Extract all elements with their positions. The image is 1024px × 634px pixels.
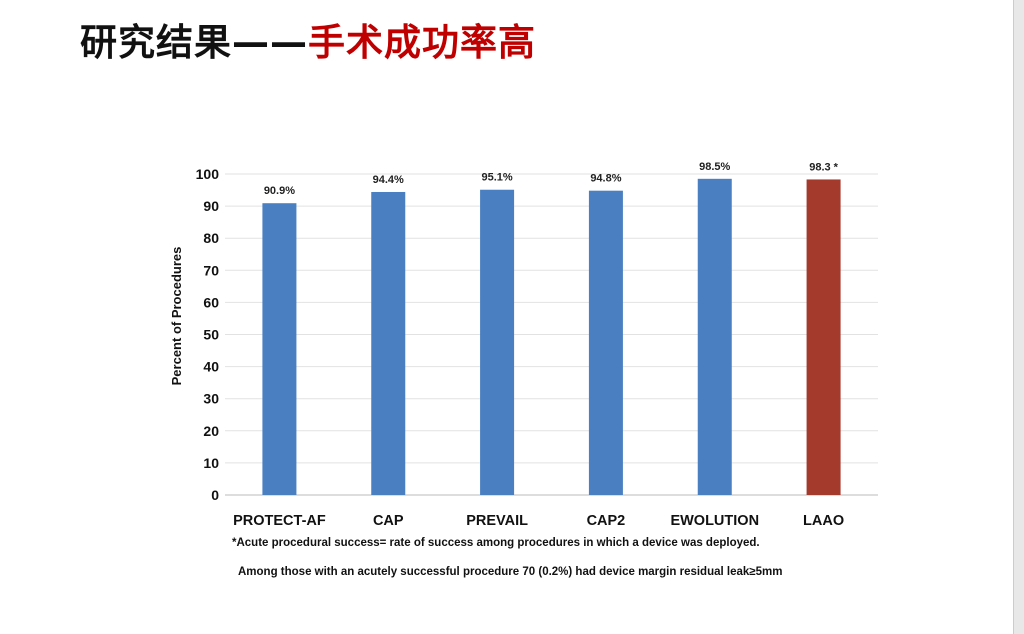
title-part1: 研究结果—— [80,21,308,64]
y-tick-label: 70 [203,262,219,278]
y-axis-label: Percent of Procedures [169,247,184,386]
x-tick-label: CAP2 [587,513,626,529]
y-tick-label: 0 [211,487,219,503]
bar [371,191,406,495]
y-tick-label: 80 [203,230,219,246]
slide-title: 研究结果——手术成功率高 [80,12,536,66]
x-tick-label: PREVAIL [466,513,528,529]
y-tick-label: 30 [203,391,219,407]
y-tick-label: 40 [203,359,219,375]
footnote: *Acute procedural success= rate of succe… [232,537,760,549]
window-edge [1013,0,1024,634]
title-part2: 手术成功率高 [308,21,536,64]
bar [588,190,623,495]
data-label: 94.8% [590,173,621,185]
data-label: 98.5% [699,161,730,173]
data-label: 94.4% [373,174,404,186]
bar [480,189,515,495]
y-tick-label: 90 [203,198,219,214]
data-label: 95.1% [481,172,512,184]
data-label: 90.9% [264,185,295,197]
x-tick-label: LAAO [803,513,844,529]
bar [697,178,732,495]
x-tick-label: EWOLUTION [670,513,759,529]
bar [262,203,297,495]
y-tick-label: 10 [203,455,219,471]
data-label: 98.3 * [809,161,838,173]
bar [806,179,841,495]
y-tick-label: 60 [203,294,219,310]
y-tick-label: 100 [196,166,220,182]
leak-note: Among those with an acutely successful p… [238,566,783,578]
x-tick-label: CAP [373,513,404,529]
y-tick-label: 20 [203,423,219,439]
x-tick-label: PROTECT-AF [233,513,326,529]
y-tick-label: 50 [203,327,219,343]
